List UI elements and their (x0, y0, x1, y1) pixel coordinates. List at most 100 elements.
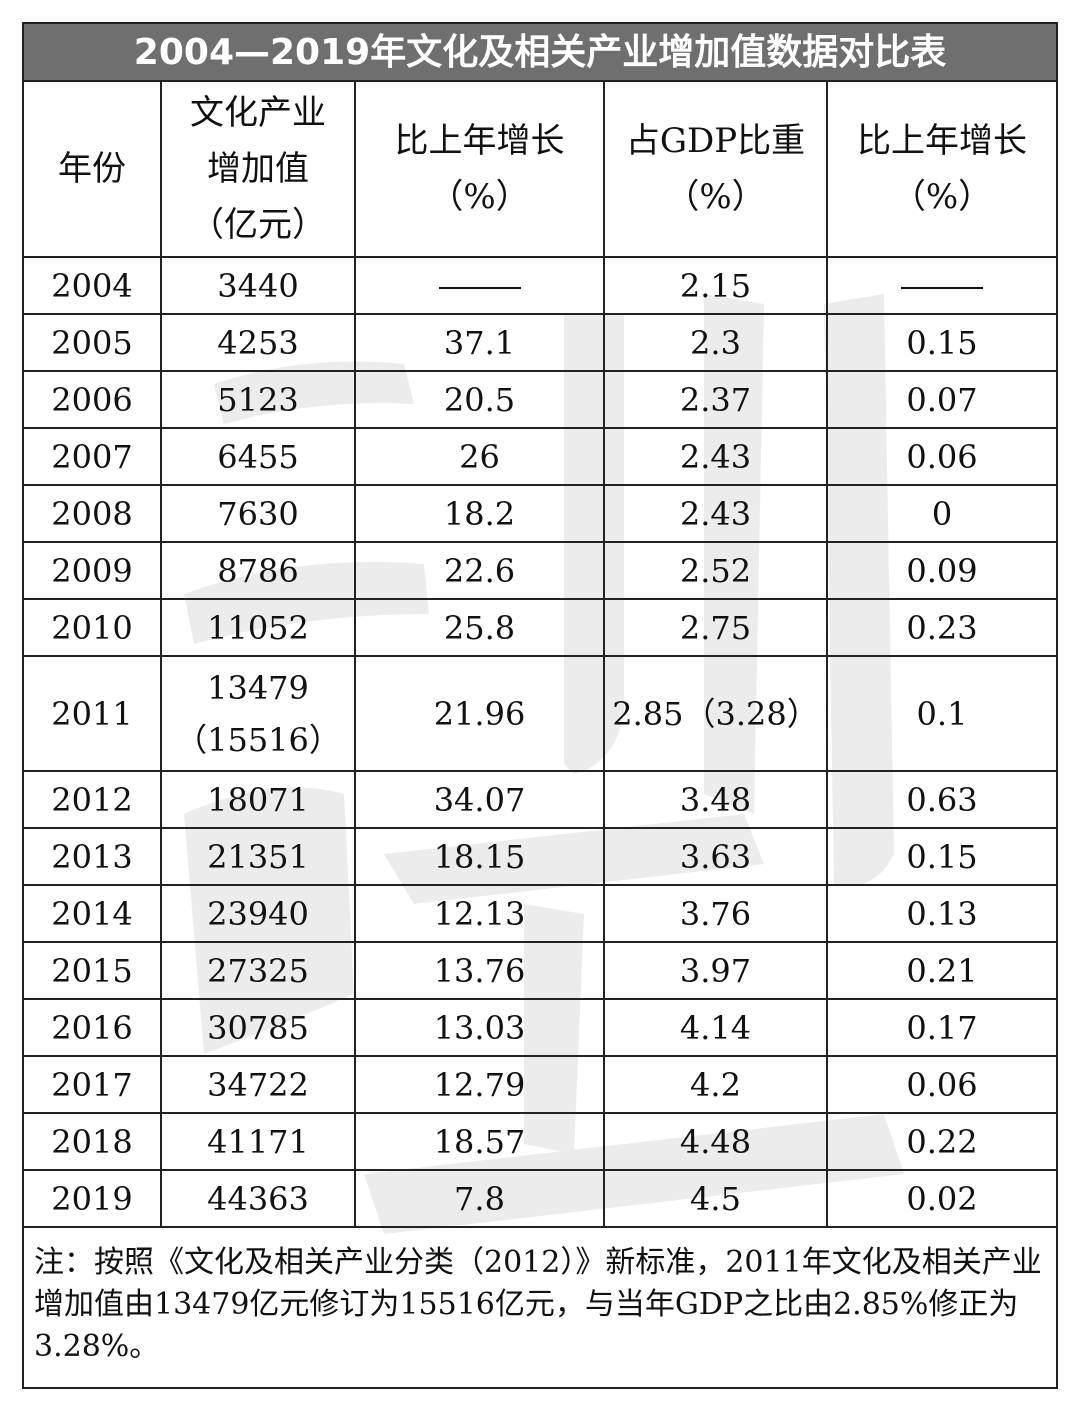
cell-share-change: 0.1 (826, 655, 1056, 772)
cell-value-line: 23940 (207, 894, 309, 933)
cell-share-change: 0.06 (826, 1055, 1056, 1114)
cell-value-line: 4253 (217, 323, 299, 362)
header-value-line: 增加值 (207, 149, 309, 189)
cell-year: 2007 (24, 427, 162, 486)
cell-value: 30785 (160, 998, 356, 1057)
dash-mark (901, 287, 983, 289)
cell-share-change: 0.22 (826, 1112, 1056, 1171)
cell-value-line: 5123 (217, 380, 299, 419)
cell-growth: 37.1 (354, 313, 605, 372)
table-note: 注：按照《文化及相关产业分类（2012）》新标准，2011年文化及相关产业增加值… (34, 1245, 1042, 1364)
table-row: 2007 6455 26 2.43 0.06 (24, 427, 1056, 486)
cell-value: 44363 (160, 1169, 356, 1228)
cell-share-change: 0.15 (826, 313, 1056, 372)
table-row: 2005 4253 37.1 2.3 0.15 (24, 313, 1056, 372)
header-value-line: （亿元） (190, 205, 326, 245)
cell-year: 2006 (24, 370, 162, 429)
cell-gdp-share: 2.43 (603, 484, 828, 543)
cell-value-line: 21351 (207, 837, 309, 876)
cell-growth: 12.79 (354, 1055, 605, 1114)
table-row: 2015 27325 13.76 3.97 0.21 (24, 941, 1056, 1000)
table-row: 2008 7630 18.2 2.43 0 (24, 484, 1056, 543)
cell-gdp-share: 2.75 (603, 598, 828, 657)
cell-growth: 20.5 (354, 370, 605, 429)
cell-gdp-share: 4.48 (603, 1112, 828, 1171)
cell-year: 2013 (24, 827, 162, 886)
cell-year: 2009 (24, 541, 162, 600)
cell-share-change: 0 (826, 484, 1056, 543)
cell-year: 2008 (24, 484, 162, 543)
table-row: 2013 21351 18.15 3.63 0.15 (24, 827, 1056, 886)
cell-gdp-share: 3.63 (603, 827, 828, 886)
cell-growth: 21.96 (354, 655, 605, 772)
cell-growth: 7.8 (354, 1169, 605, 1228)
cell-gdp-share: 2.43 (603, 427, 828, 486)
cell-value: 27325 (160, 941, 356, 1000)
cell-year: 2015 (24, 941, 162, 1000)
table-frame: 2004—2019年文化及相关产业增加值数据对比表 年份 文化产业 增加值 （亿… (22, 22, 1058, 1389)
header-year: 年份 (24, 82, 162, 258)
cell-value-line: 8786 (217, 551, 299, 590)
header-growth: 比上年增长 （%） (354, 82, 605, 258)
cell-gdp-share: 2.3 (603, 313, 828, 372)
cell-gdp-share: 3.97 (603, 941, 828, 1000)
cell-value: 34722 (160, 1055, 356, 1114)
cell-value-line: 18071 (207, 780, 309, 819)
header-gdp-share-line: （%） (665, 177, 766, 217)
cell-year: 2017 (24, 1055, 162, 1114)
cell-value: 23940 (160, 884, 356, 943)
cell-year: 2012 (24, 770, 162, 829)
cell-gdp-share: 4.5 (603, 1169, 828, 1228)
cell-growth: 18.57 (354, 1112, 605, 1171)
cell-value: 7630 (160, 484, 356, 543)
cell-growth: 13.76 (354, 941, 605, 1000)
header-share-change-line: 比上年增长 (857, 121, 1027, 161)
cell-share-change: 0.02 (826, 1169, 1056, 1228)
cell-value-line: 13479 (207, 668, 309, 707)
cell-share-change: 0.09 (826, 541, 1056, 600)
cell-gdp-share: 2.15 (603, 256, 828, 315)
cell-value-line: 7630 (217, 494, 299, 533)
header-share-change: 比上年增长 （%） (826, 82, 1056, 258)
table-row: 2009 8786 22.6 2.52 0.09 (24, 541, 1056, 600)
cell-value: 11052 (160, 598, 356, 657)
cell-growth (354, 256, 605, 315)
cell-value-line: 3440 (217, 266, 299, 305)
cell-year: 2014 (24, 884, 162, 943)
table-row: 2010 11052 25.8 2.75 0.23 (24, 598, 1056, 657)
cell-gdp-share: 2.52 (603, 541, 828, 600)
cell-share-change: 0.15 (826, 827, 1056, 886)
dash-mark (438, 287, 521, 289)
header-growth-line: 比上年增长 (394, 121, 565, 161)
cell-year: 2004 (24, 256, 162, 315)
cell-share-change: 0.17 (826, 998, 1056, 1057)
cell-value: 18071 (160, 770, 356, 829)
header-value: 文化产业 增加值 （亿元） (160, 82, 356, 258)
cell-year: 2018 (24, 1112, 162, 1171)
table-row: 2011 13479 （15516） 21.96 2.85（3.28） 0.1 (24, 655, 1056, 772)
cell-growth: 26 (354, 427, 605, 486)
cell-value: 8786 (160, 541, 356, 600)
header-row: 年份 文化产业 增加值 （亿元） 比上年增长 （%） 占GDP比重 （%） 比上… (24, 82, 1056, 258)
cell-share-change: 0.06 (826, 427, 1056, 486)
table-row: 2006 5123 20.5 2.37 0.07 (24, 370, 1056, 429)
table-body: 2004 3440 2.15 2005 4253 37.1 2.3 0.15 2006 5123 2… (24, 256, 1056, 1228)
cell-value-line: 27325 (207, 951, 309, 990)
table-title: 2004—2019年文化及相关产业增加值数据对比表 (24, 24, 1056, 82)
cell-share-change: 0.21 (826, 941, 1056, 1000)
cell-growth: 13.03 (354, 998, 605, 1057)
cell-growth: 18.2 (354, 484, 605, 543)
cell-share-change: 0.07 (826, 370, 1056, 429)
cell-value-line: 44363 (207, 1179, 309, 1218)
cell-gdp-share: 4.2 (603, 1055, 828, 1114)
header-gdp-share-line: 占GDP比重 (625, 121, 806, 161)
table-row: 2019 44363 7.8 4.5 0.02 (24, 1169, 1056, 1228)
cell-share-change: 0.23 (826, 598, 1056, 657)
cell-value-line: （15516） (175, 720, 341, 759)
cell-value-line: 11052 (207, 608, 309, 647)
header-gdp-share: 占GDP比重 （%） (603, 82, 828, 258)
cell-year: 2019 (24, 1169, 162, 1228)
table-row: 2004 3440 2.15 (24, 256, 1056, 315)
table-row: 2012 18071 34.07 3.48 0.63 (24, 770, 1056, 829)
cell-year: 2005 (24, 313, 162, 372)
